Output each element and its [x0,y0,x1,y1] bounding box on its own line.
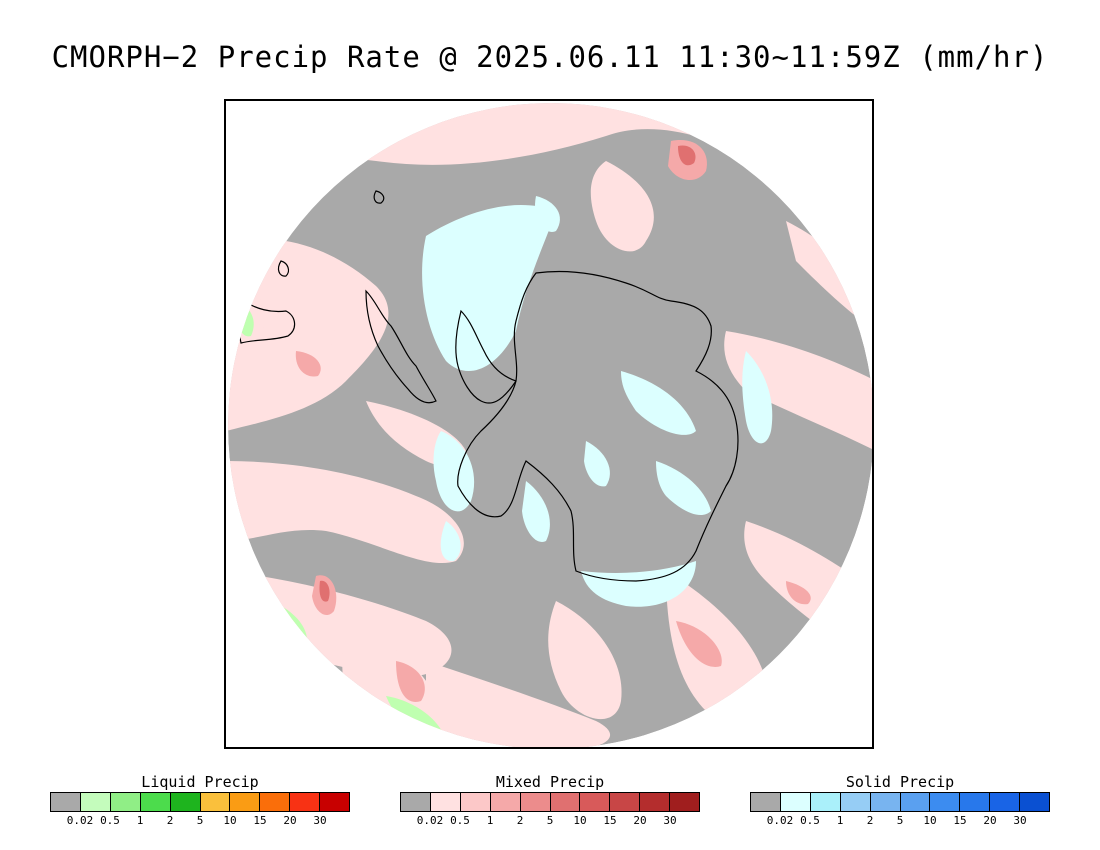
antarctic-peninsula-coastline [455,309,517,404]
legend-mixed-tick: 15 [603,814,617,827]
legend-mixed-swatch [430,793,461,811]
legend-solid-swatch [900,793,931,811]
legend-mixed-swatch [610,793,641,811]
legend-solid: Solid Precip 0.02 0.5 1 2 5 10 15 20 30 [750,772,1050,828]
legend-solid-tick: 5 [896,814,904,827]
legend-liquid-swatch [290,793,321,811]
legend-liquid-swatch [260,793,291,811]
legend-mixed-tick: 30 [663,814,677,827]
legend-mixed-swatch [490,793,521,811]
legend-solid-tick: 10 [923,814,937,827]
legend-solid-swatch [870,793,901,811]
legend-liquid-swatch [80,793,111,811]
falkland-islands-coastline [373,190,385,204]
legend-solid-swatch [751,793,781,811]
legend-solid-swatch [990,793,1021,811]
legend-liquid-tick: 20 [283,814,297,827]
legend-solid-tick: 30 [1013,814,1027,827]
legend-liquid-swatch [230,793,261,811]
solid-precip-areas [422,196,773,607]
legend-mixed-tick: 2 [516,814,524,827]
legend-mixed-tick: 1 [486,814,494,827]
legend-mixed: Mixed Precip 0.02 0.5 1 2 5 10 15 20 30 [400,772,700,828]
legend-solid-tick: 20 [983,814,997,827]
legend-mixed-swatch [460,793,491,811]
legend-liquid-swatch [140,793,171,811]
legend-liquid-tick: 5 [196,814,204,827]
legend-solid-swatch [780,793,811,811]
legend-mixed-swatches [400,792,700,812]
legend-liquid-tick: 0.02 [66,814,94,827]
legend-mixed-tick: 0.5 [450,814,470,827]
legend-liquid-title: Liquid Precip [141,773,259,791]
legend-liquid-tick: 1 [136,814,144,827]
legend-solid-tick: 15 [953,814,967,827]
legend-mixed-swatch [640,793,671,811]
no-precip-area [228,103,872,747]
legend-liquid-tick: 0.5 [100,814,120,827]
legend-solid-tick: 1 [836,814,844,827]
legend-mixed-tick: 5 [546,814,554,827]
legend-mixed-title: Mixed Precip [495,773,605,791]
legend-liquid-tick: 30 [313,814,327,827]
legend-liquid-swatch [110,793,141,811]
legend-liquid-ticks: 0.02 0.5 1 2 5 10 15 20 30 [50,812,350,828]
legend-solid-tick: 2 [866,814,874,827]
map-disc [228,103,872,747]
legend-solid-swatch [960,793,991,811]
south-georgia-coastline [277,260,290,277]
legend-liquid-swatches [50,792,350,812]
legend-liquid-tick: 10 [223,814,237,827]
legend-solid-swatches [750,792,1050,812]
legend-solid-title: Solid Precip [845,773,955,791]
legend-liquid-swatch [200,793,231,811]
legend-liquid: Liquid Precip 0.02 0.5 1 2 5 10 15 20 30 [50,772,350,828]
legend-solid-ticks: 0.02 0.5 1 2 5 10 15 20 30 [750,812,1050,828]
legend-solid-swatch [1020,793,1050,811]
page-title: CMORPH−2 Precip Rate @ 2025.06.11 11:30~… [51,40,1049,74]
legend-solid-swatch [930,793,961,811]
legend-solid-swatch [810,793,841,811]
legend-liquid-swatch [170,793,201,811]
legend-mixed-swatch [670,793,700,811]
mixed-precip-heavy-areas [319,145,696,602]
legend-mixed-swatch [580,793,611,811]
legend-liquid-swatch [51,793,81,811]
precip-map [228,103,872,747]
legend-mixed-swatch [520,793,551,811]
legend-solid-swatch [840,793,871,811]
legend-mixed-tick: 20 [633,814,647,827]
antarctica-coastline [457,270,739,582]
legend-mixed-swatch [550,793,581,811]
legend-solid-tick: 0.5 [800,814,820,827]
legend-mixed-tick: 10 [573,814,587,827]
legend-solid-tick: 0.02 [766,814,794,827]
legend-liquid-swatch [320,793,350,811]
legend-mixed-ticks: 0.02 0.5 1 2 5 10 15 20 30 [400,812,700,828]
map-frame [224,99,874,749]
legend-mixed-swatch [401,793,431,811]
legend-liquid-tick: 2 [166,814,174,827]
legend-mixed-tick: 0.02 [416,814,444,827]
south-america-coastline [365,289,437,404]
legend-liquid-tick: 15 [253,814,267,827]
